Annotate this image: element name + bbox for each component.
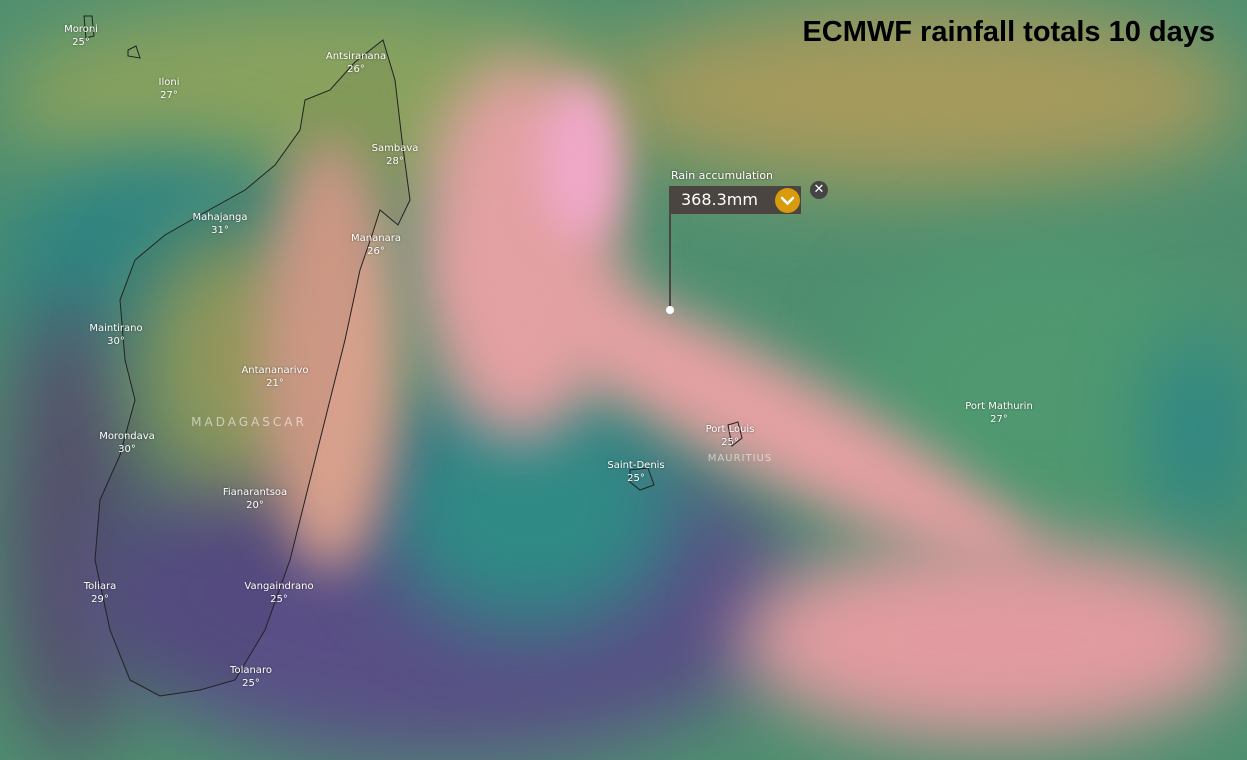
- picker-location-dot[interactable]: [666, 306, 674, 314]
- map-title: ECMWF rainfall totals 10 days: [802, 16, 1215, 48]
- city-label[interactable]: Antananarivo 21°: [241, 365, 309, 389]
- city-label[interactable]: Mananara 26°: [351, 233, 401, 257]
- picker-expand-button[interactable]: [775, 188, 800, 213]
- comoros-island: [127, 45, 141, 59]
- city-label[interactable]: Fianarantsoa 20°: [222, 487, 288, 511]
- reunion-coastline: [629, 467, 655, 491]
- city-label[interactable]: Sambava 28°: [371, 143, 419, 167]
- heavy-rain-band: [260, 140, 400, 570]
- chevron-down-icon: [780, 196, 795, 206]
- city-label[interactable]: Maintirano 30°: [89, 323, 143, 347]
- madagascar-coastline: [94, 39, 411, 697]
- city-label[interactable]: Tolanaro 25°: [230, 665, 272, 689]
- heavy-rain-band: [740, 540, 1247, 740]
- country-label-mauritius: MAURITIUS: [707, 453, 773, 464]
- city-label[interactable]: Toliara 29°: [83, 581, 117, 605]
- city-label[interactable]: Iloni 27°: [158, 77, 180, 101]
- heavy-rain-band: [540, 80, 620, 240]
- close-icon: ✕: [813, 182, 825, 197]
- comoros-island: [83, 15, 95, 39]
- city-label[interactable]: Saint-Denis 25°: [607, 460, 665, 484]
- picker-pointer-line: [669, 214, 671, 310]
- city-label[interactable]: Port Louis 25°: [705, 424, 755, 448]
- city-label[interactable]: Morondava 30°: [99, 431, 155, 455]
- city-label[interactable]: Moroni 25°: [64, 24, 98, 48]
- city-label[interactable]: Antsiranana 26°: [325, 51, 387, 75]
- picker-value: 368.3mm: [681, 190, 758, 209]
- picker-close-button[interactable]: ✕: [810, 181, 828, 199]
- city-label[interactable]: Vangaindrano 25°: [244, 581, 314, 605]
- rain-area: [1150, 330, 1247, 530]
- city-label[interactable]: Port Mathurin 27°: [965, 401, 1033, 425]
- mauritius-coastline: [727, 421, 743, 447]
- country-label-madagascar: MADAGASCAR: [191, 415, 307, 429]
- city-label[interactable]: Mahajanga 31°: [192, 212, 248, 236]
- rain-area: [600, 0, 1247, 190]
- picker-label: Rain accumulation: [671, 169, 774, 182]
